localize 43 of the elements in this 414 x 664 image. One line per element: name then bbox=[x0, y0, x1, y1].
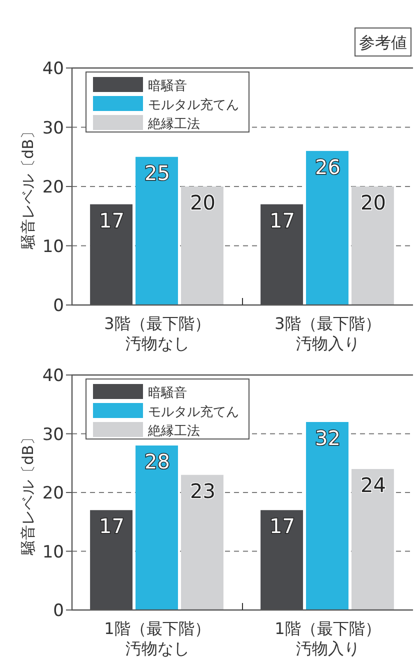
y-axis-title: 騒音レベル〔dB〕 bbox=[19, 430, 37, 556]
data-label: 17 bbox=[99, 208, 125, 232]
y-axis-title: 騒音レベル〔dB〕 bbox=[19, 124, 37, 250]
legend-label: 暗騒音 bbox=[148, 79, 187, 94]
x-tick-label: 1階（最下階）汚物入り bbox=[274, 619, 381, 658]
bar bbox=[351, 469, 394, 610]
data-label: 25 bbox=[144, 160, 170, 185]
x-tick-label: 3階（最下階）汚物なし bbox=[104, 314, 210, 353]
bar bbox=[136, 446, 178, 610]
y-tick-label: 30 bbox=[42, 118, 64, 138]
data-label: 20 bbox=[360, 190, 386, 214]
data-label: 26 bbox=[315, 154, 340, 179]
legend-label: 絶縁工法 bbox=[147, 117, 200, 132]
bar bbox=[306, 150, 348, 305]
legend-label: モルタル充てん bbox=[148, 98, 239, 113]
y-tick-label: 40 bbox=[42, 59, 64, 79]
y-tick-label: 0 bbox=[53, 601, 64, 621]
x-tick-label: 3階（最下階）汚物入り bbox=[274, 314, 381, 353]
x-tick-label: 1階（最下階）汚物なし bbox=[104, 619, 210, 658]
data-label: 17 bbox=[270, 208, 296, 232]
data-label: 20 bbox=[190, 190, 216, 214]
legend-label: 絶縁工法 bbox=[147, 424, 200, 439]
bar bbox=[180, 186, 224, 305]
data-label: 28 bbox=[144, 450, 170, 474]
legend-label: 暗騒音 bbox=[148, 386, 187, 401]
y-tick-label: 20 bbox=[42, 178, 64, 198]
data-label: 32 bbox=[315, 426, 340, 450]
legend-label: モルタル充てん bbox=[148, 405, 239, 420]
y-tick-label: 40 bbox=[42, 366, 64, 386]
y-tick-label: 10 bbox=[42, 542, 64, 562]
bar bbox=[351, 186, 394, 305]
y-tick-label: 0 bbox=[53, 296, 64, 316]
bar bbox=[306, 422, 348, 610]
text: 参考値 bbox=[359, 33, 407, 52]
data-label: 23 bbox=[190, 478, 216, 503]
bar bbox=[136, 156, 178, 305]
bar bbox=[180, 474, 224, 610]
y-tick-label: 30 bbox=[42, 424, 64, 445]
y-tick-label: 10 bbox=[42, 236, 64, 257]
y-tick-label: 20 bbox=[42, 484, 64, 504]
data-label: 17 bbox=[99, 514, 125, 538]
data-label: 24 bbox=[360, 473, 386, 497]
data-label: 17 bbox=[270, 514, 296, 538]
